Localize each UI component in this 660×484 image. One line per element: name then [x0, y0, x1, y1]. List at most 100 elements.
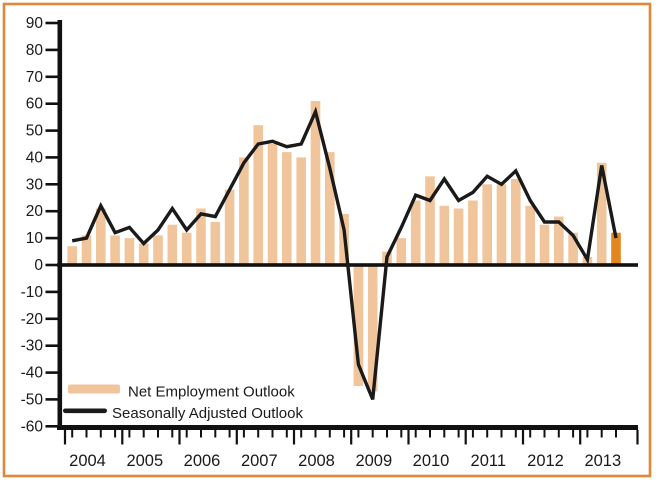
y-tick [45, 317, 58, 321]
y-tick-label: 50 [26, 123, 44, 140]
bar-2008-q1 [296, 157, 306, 265]
bar-2009-q1 [353, 265, 364, 386]
y-tick-label: 90 [26, 15, 44, 32]
x-minor-tick [157, 430, 159, 438]
y-tick [45, 209, 58, 213]
x-minor-tick [300, 430, 303, 438]
legend-bar-label: Net Employment Outlook [128, 384, 295, 401]
x-minor-tick [185, 430, 188, 438]
x-major-tick [350, 430, 353, 445]
x-year-label: 2011 [471, 452, 506, 470]
y-tick [45, 371, 58, 374]
x-minor-tick [114, 430, 117, 438]
x-minor-tick [529, 430, 532, 438]
legend: Net Employment Outlook Seasonally Adjuste… [63, 384, 303, 422]
bar-2005-q4 [167, 224, 178, 265]
y-tick-label: -50 [21, 391, 44, 408]
x-minor-tick [228, 430, 231, 438]
x-minor-tick [471, 430, 474, 438]
y-tick [45, 183, 58, 186]
x-year-label: 2012 [527, 452, 564, 470]
y-tick-label: 20 [26, 203, 44, 220]
x-major-tick [178, 430, 181, 445]
x-minor-tick [457, 430, 460, 438]
bar-2007-q4 [282, 152, 292, 265]
x-major-tick [235, 430, 238, 445]
x-year-label: 2008 [298, 452, 335, 470]
x-minor-tick [71, 430, 74, 438]
bar-2005-q2 [138, 243, 149, 265]
bar-2006-q3 [210, 222, 221, 265]
legend-bar-swatch [68, 384, 120, 394]
x-minor-tick [386, 430, 388, 438]
x-minor-tick [486, 430, 489, 438]
x-minor-tick [600, 430, 603, 438]
y-tick-label: 70 [26, 69, 44, 86]
x-year-label: 2004 [69, 452, 106, 470]
x-major-tick [292, 430, 296, 445]
x-major-tick [636, 430, 639, 445]
x-year-label: 2013 [584, 452, 621, 470]
x-major-tick [464, 430, 467, 445]
y-tick [45, 48, 58, 52]
x-major-tick [63, 430, 67, 445]
bar-2012-q4 [568, 232, 578, 265]
x-minor-tick [285, 430, 288, 438]
bar-2011-q3 [496, 184, 507, 265]
line-series [71, 106, 618, 401]
x-axis-line [57, 425, 638, 430]
x-minor-tick [371, 430, 374, 438]
bar-2007-q2 [253, 125, 263, 265]
y-tick [45, 263, 58, 267]
bar-2013-q2 [596, 162, 607, 265]
x-major-tick [521, 430, 525, 445]
x-minor-tick [142, 430, 145, 438]
x-major-tick [579, 430, 582, 445]
bar-2008-q3 [325, 152, 335, 265]
x-minor-tick [200, 430, 202, 438]
x-major-tick [121, 430, 124, 445]
y-tick [45, 102, 58, 105]
y-axis: 90 80 70 60 50 40 30 20 10 0 -10 -20 -30 -40 -50 -60 [21, 15, 63, 435]
bar-2009-q2 [367, 265, 378, 392]
bar-series [67, 101, 621, 392]
bar-2004-q4 [110, 235, 120, 265]
y-tick-label: 80 [26, 42, 44, 59]
x-year-label: 2010 [413, 452, 450, 470]
x-minor-tick [443, 430, 446, 438]
bar-2009-q4 [396, 238, 407, 265]
y-tick [45, 129, 58, 132]
x-minor-tick [271, 430, 274, 438]
y-tick [45, 425, 58, 428]
x-minor-tick [615, 430, 617, 438]
bar-2010-q1 [410, 200, 421, 265]
x-minor-tick [242, 430, 245, 438]
x-minor-tick [314, 430, 317, 438]
x-year-label: 2007 [241, 452, 278, 470]
y-tick-label: 40 [26, 149, 44, 166]
x-year-label: 2005 [126, 452, 163, 470]
y-tick [45, 21, 58, 25]
x-minor-tick [557, 430, 560, 438]
y-tick-label: 0 [34, 257, 43, 274]
bar-2005-q3 [153, 235, 163, 265]
x-minor-tick [85, 430, 88, 438]
x-minor-tick [586, 430, 589, 438]
y-tick-label: 10 [26, 230, 44, 247]
x-minor-tick [128, 430, 131, 438]
y-tick-label: 30 [26, 176, 44, 193]
bar-2004-q1 [67, 246, 77, 265]
bar-2011-q1 [468, 200, 478, 265]
legend-line-label: Seasonally Adjusted Outlook [112, 405, 303, 422]
bar-2012-q2 [539, 224, 550, 265]
bar-2012-q3 [554, 216, 564, 265]
legend-line-swatch [63, 408, 107, 414]
x-minor-tick [257, 430, 260, 438]
x-major-tick [407, 430, 410, 445]
y-tick [45, 156, 58, 159]
bar-2008-q2 [310, 101, 321, 265]
x-minor-tick [343, 430, 346, 438]
y-tick-label: -30 [21, 338, 44, 355]
